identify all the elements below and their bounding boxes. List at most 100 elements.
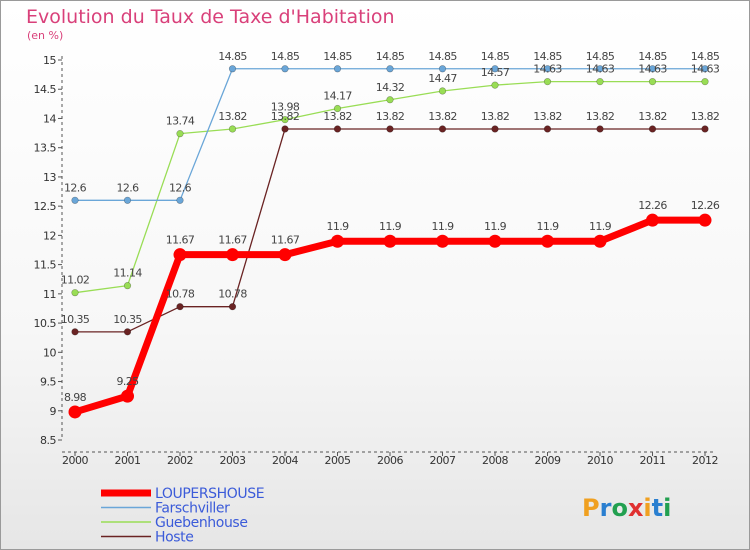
data-label-hoste: 13.82 [481, 110, 510, 123]
y-tick-label: 8.5 [40, 434, 56, 447]
data-label-guebenhouse: 14.63 [586, 63, 615, 76]
data-point-hoste [281, 125, 289, 133]
data-point-loupershouse [121, 389, 134, 403]
data-label-hoste: 10.78 [166, 288, 195, 301]
data-point-farschviller [176, 196, 184, 204]
data-label-hoste: 13.82 [586, 110, 615, 123]
data-point-hoste [596, 125, 604, 133]
data-label-loupershouse: 11.9 [484, 220, 507, 233]
y-tick-label: 11.5 [34, 259, 57, 272]
data-point-guebenhouse [543, 78, 552, 86]
data-label-hoste: 13.82 [691, 110, 720, 123]
data-point-guebenhouse [701, 78, 709, 86]
x-tick-label: 2000 [62, 454, 88, 467]
x-tick-label: 2006 [377, 454, 403, 467]
data-point-farschviller [386, 65, 394, 73]
data-point-farschviller [71, 196, 79, 204]
data-label-hoste: 13.82 [428, 110, 457, 123]
data-point-farschviller [123, 196, 132, 204]
data-label-farschviller: 14.85 [533, 50, 562, 63]
y-axis-units: (en %) [27, 29, 64, 42]
y-tick-label: 9 [50, 405, 57, 418]
y-tick-label: 11 [43, 288, 56, 301]
data-point-guebenhouse [491, 81, 499, 89]
data-label-farschviller: 12.6 [169, 181, 192, 194]
data-point-guebenhouse [648, 78, 657, 86]
data-point-hoste [333, 125, 342, 133]
data-point-hoste [71, 328, 79, 336]
data-point-loupershouse [646, 213, 659, 227]
chart-axes: 8.5 9 9.5 10 10.5 11 11.5 12 12.5 13 13.5 14 14.5 15 2… [34, 54, 719, 467]
data-label-farschviller: 14.85 [376, 50, 405, 63]
data-label-farschviller: 14.85 [428, 50, 457, 63]
y-tick-label: 13 [43, 171, 56, 184]
data-point-loupershouse [331, 234, 344, 248]
y-tick-label: 10.5 [34, 317, 57, 330]
data-labels-layer: 10.35 10.35 10.78 10.78 13.82 13.82 13.82 13.82… [61, 50, 721, 404]
data-point-guebenhouse [281, 116, 289, 124]
data-point-loupershouse [226, 248, 239, 262]
data-point-farschviller [491, 65, 499, 73]
data-label-guebenhouse: 14.57 [481, 66, 510, 79]
data-point-guebenhouse [333, 104, 342, 113]
data-point-farschviller [701, 65, 709, 73]
data-label-loupershouse: 8.98 [64, 391, 87, 404]
series-layer [68, 65, 712, 419]
data-point-loupershouse [173, 248, 187, 262]
y-tick-label: 14.5 [34, 83, 57, 96]
data-label-hoste: 13.82 [271, 110, 300, 123]
x-tick-label: 2001 [115, 454, 141, 467]
data-label-loupershouse: 9.25 [116, 375, 139, 388]
data-point-loupershouse [541, 234, 554, 248]
proxiti-logo: Proxiti [582, 494, 671, 522]
y-tick-label: 14 [43, 112, 56, 125]
data-point-guebenhouse [123, 282, 132, 290]
data-label-farschviller: 12.6 [116, 181, 139, 194]
y-tick-label: 12 [43, 229, 56, 242]
x-tick-label: 2002 [167, 454, 193, 467]
data-label-guebenhouse: 13.82 [218, 110, 247, 123]
data-point-farschviller [281, 65, 289, 73]
data-label-hoste: 10.78 [218, 288, 247, 301]
data-label-guebenhouse: 14.32 [376, 81, 405, 94]
data-label-farschviller: 14.85 [323, 50, 352, 63]
data-label-farschviller: 14.85 [638, 50, 667, 63]
legend-label: Guebenhouse [155, 515, 248, 531]
data-point-loupershouse [68, 405, 82, 419]
y-tick-label: 12.5 [34, 200, 57, 213]
legend-label: Hoste [155, 530, 194, 546]
data-label-loupershouse: 11.67 [271, 234, 300, 247]
data-point-guebenhouse [438, 87, 447, 95]
data-label-loupershouse: 11.9 [326, 220, 349, 233]
data-point-loupershouse [593, 234, 607, 248]
data-label-loupershouse: 11.67 [218, 234, 247, 247]
data-label-hoste: 10.35 [113, 313, 142, 326]
data-label-guebenhouse: 14.63 [691, 63, 720, 76]
data-label-loupershouse: 11.67 [166, 234, 195, 247]
data-label-loupershouse: 12.26 [638, 199, 667, 212]
data-point-farschviller [648, 65, 657, 73]
data-point-farschviller [596, 65, 604, 73]
data-point-guebenhouse [386, 96, 394, 104]
data-label-guebenhouse: 11.14 [113, 267, 142, 280]
x-tick-label: 2012 [692, 454, 718, 467]
data-label-loupershouse: 12.26 [691, 199, 720, 212]
data-label-guebenhouse: 14.63 [638, 63, 667, 76]
y-tick-label: 15 [43, 54, 56, 67]
data-label-hoste: 10.35 [61, 313, 90, 326]
data-label-farschviller: 14.85 [586, 50, 615, 63]
data-label-guebenhouse: 11.02 [61, 274, 90, 287]
data-point-guebenhouse [228, 125, 237, 133]
data-point-farschviller [438, 65, 447, 73]
data-point-loupershouse [436, 234, 449, 248]
data-point-hoste [491, 125, 499, 133]
data-point-loupershouse [488, 234, 502, 248]
data-point-loupershouse [278, 248, 292, 262]
data-label-guebenhouse: 13.98 [271, 101, 300, 114]
data-point-hoste [543, 125, 552, 133]
chart-title: Evolution du Taux de Taxe d'Habitation [26, 6, 395, 28]
data-label-hoste: 13.82 [533, 110, 562, 123]
y-tick-label: 9.5 [40, 376, 56, 389]
